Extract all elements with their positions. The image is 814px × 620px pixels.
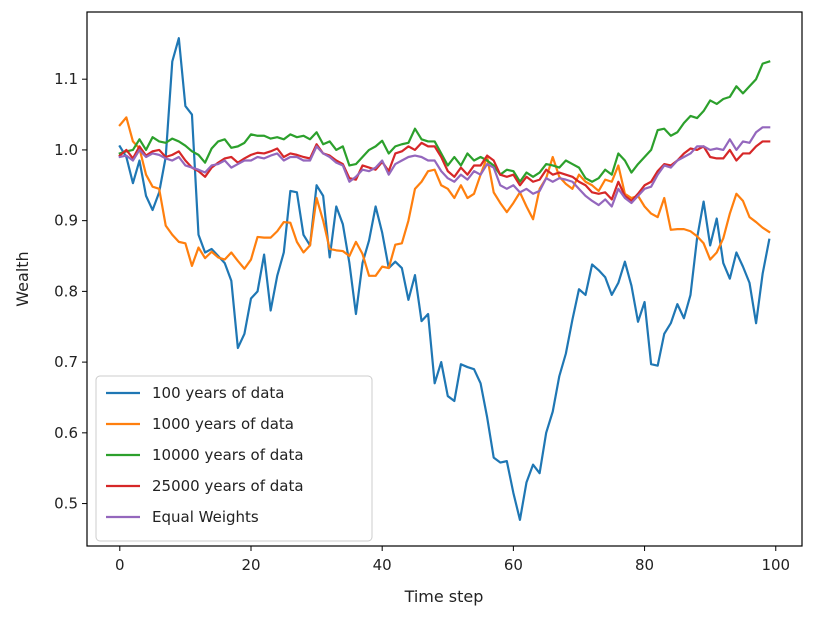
y-tick-label: 0.5 [54, 495, 78, 513]
x-axis: 0 20 40 60 80 100 [115, 546, 790, 574]
series-line-2 [118, 60, 771, 183]
y-tick-label: 1.0 [54, 141, 78, 159]
y-axis-label: Wealth [13, 251, 32, 306]
x-tick-label: 40 [373, 556, 392, 574]
plot-frame [86, 11, 803, 547]
x-tick-label: 20 [241, 556, 260, 574]
y-tick-label: 0.9 [54, 212, 78, 230]
series-line-1 [118, 116, 771, 277]
legend-box [95, 375, 373, 542]
legend-label: 25000 years of data [152, 477, 304, 495]
series-line-0 [118, 37, 771, 521]
series-line-4 [118, 126, 771, 208]
legend: 100 years of data 1000 years of data 10000… [95, 375, 373, 542]
x-tick-label: 0 [115, 556, 125, 574]
legend-label: 100 years of data [152, 384, 284, 402]
legend-label: Equal Weights [152, 508, 259, 526]
legend-label: 1000 years of data [152, 415, 294, 433]
legend-label: 10000 years of data [152, 446, 304, 464]
series-layer [118, 37, 771, 521]
y-tick-label: 0.7 [54, 353, 78, 371]
x-tick-label: 60 [504, 556, 523, 574]
y-tick-label: 0.8 [54, 282, 78, 300]
x-tick-label: 100 [761, 556, 790, 574]
x-tick-label: 80 [635, 556, 654, 574]
series-line-3 [118, 140, 771, 202]
y-tick-label: 1.1 [54, 70, 78, 88]
x-axis-label: Time step [404, 587, 484, 606]
y-axis: 0.5 0.6 0.7 0.8 0.9 1.0 1.1 [54, 70, 87, 513]
y-tick-label: 0.6 [54, 424, 78, 442]
